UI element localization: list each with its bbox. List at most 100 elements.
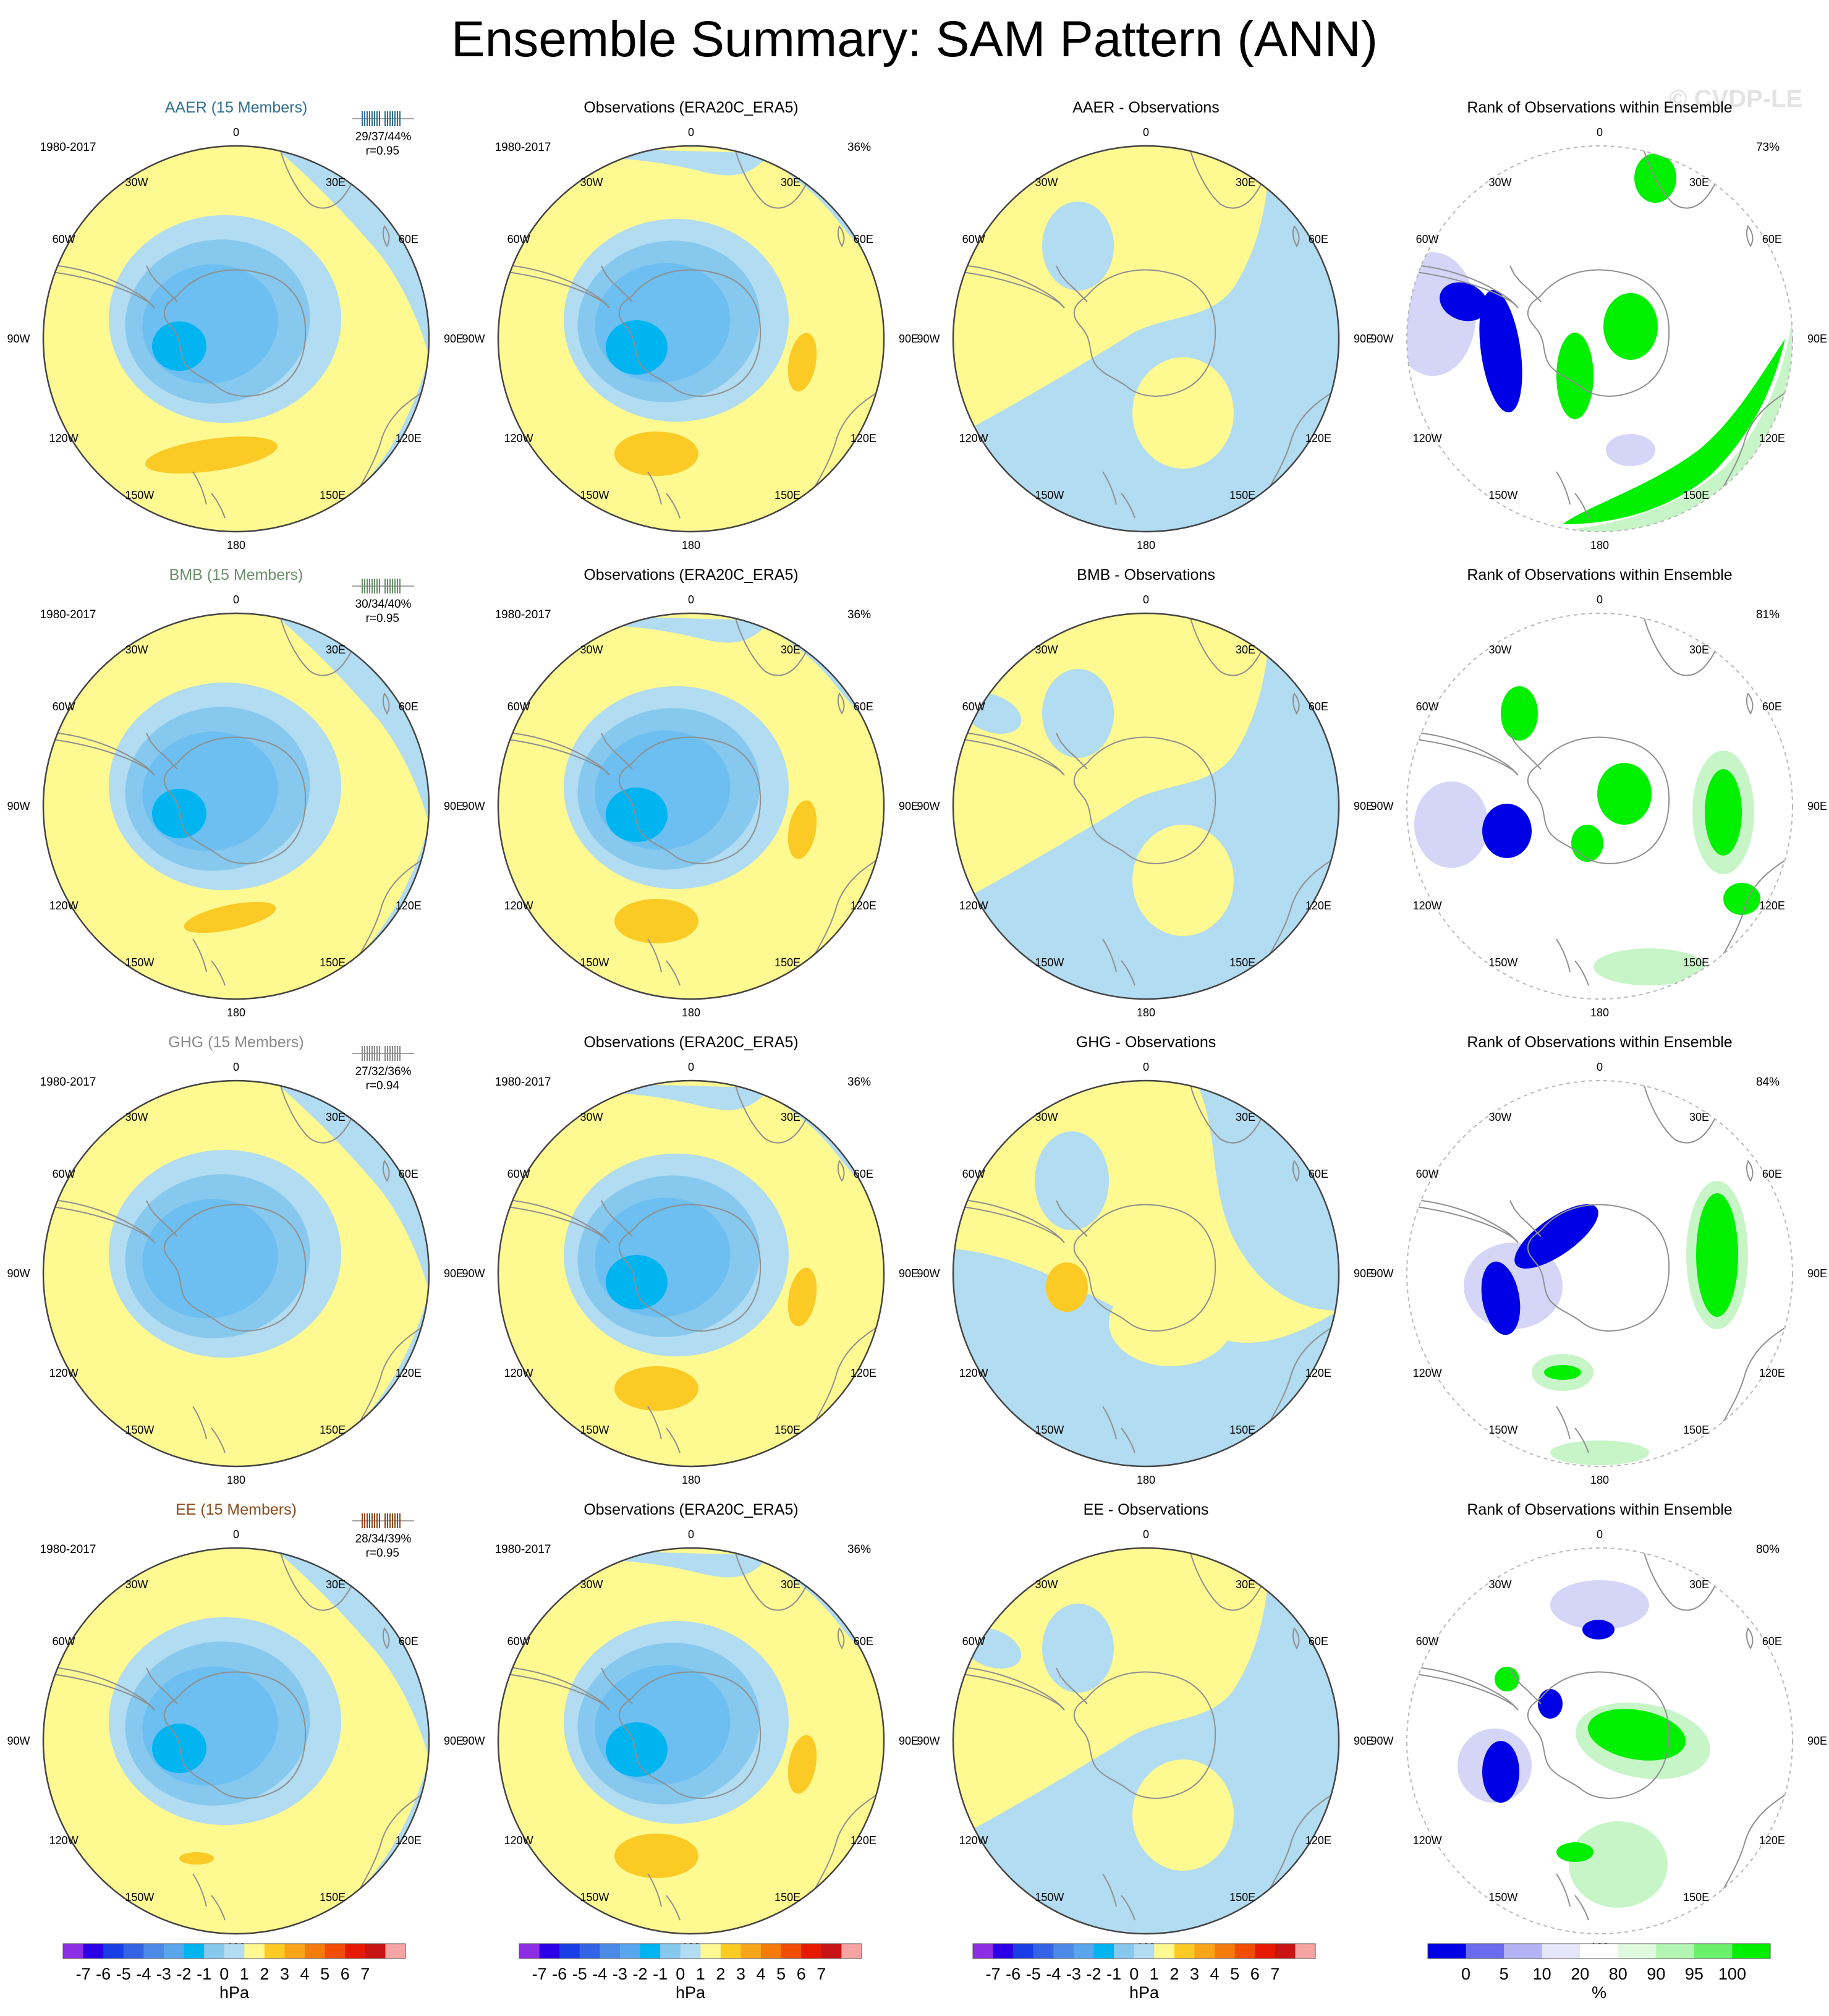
rank-low-region	[1606, 434, 1655, 466]
variance-explained-range: 29/37/44%	[355, 130, 412, 143]
colorbar-tick-label: 4	[300, 1965, 310, 1983]
antarctica-coastline	[1073, 1204, 1216, 1332]
rank-very-high-region	[1603, 293, 1658, 360]
colorbar-swatch	[1275, 1944, 1296, 1959]
rank-high-region	[1550, 314, 1793, 532]
colorbar-unit-label: hPa	[1129, 1983, 1160, 2002]
panel-title: EE (15 Members)	[176, 1501, 297, 1518]
colorbar-tick-label: -1	[1106, 1965, 1121, 1983]
longitude-label: 60E	[1762, 233, 1782, 245]
longitude-label: 150W	[125, 956, 154, 969]
longitude-label: 150W	[125, 1424, 154, 1436]
south-america-coastline	[498, 1666, 610, 1711]
negative-anomaly-core	[152, 321, 206, 371]
south-america-coastline	[953, 1666, 1065, 1711]
longitude-label: 0	[1597, 1061, 1603, 1073]
watermark: © CVDP-LE	[1669, 85, 1803, 113]
map-border	[952, 612, 1340, 1000]
rank-very-low-region	[1482, 1741, 1519, 1803]
colorbar-tick-label: -7	[986, 1965, 1001, 1983]
longitude-label: 150W	[1035, 1891, 1064, 1903]
south-america-coastline	[498, 264, 610, 308]
panel-title: Rank of Observations within Ensemble	[1467, 1501, 1732, 1518]
colorbar-swatch	[143, 1944, 164, 1959]
longitude-label: 120E	[851, 1834, 876, 1847]
colorbar-swatch	[1656, 1944, 1695, 1959]
longitude-label: 0	[688, 1061, 694, 1073]
longitude-label: 60E	[1309, 1168, 1328, 1180]
map-border	[952, 145, 1340, 533]
positive-anomaly-contour	[787, 1735, 817, 1794]
colorbar-tick-label: 7	[1270, 1965, 1279, 1983]
south-america-coastline	[43, 264, 155, 308]
map-border	[1406, 1080, 1793, 1467]
variance-explained-range: 27/32/36%	[355, 1065, 412, 1078]
colorbar-swatch	[1694, 1944, 1733, 1959]
longitude-label: 120W	[504, 1367, 533, 1379]
south-america-coastline	[1407, 731, 1519, 776]
longitude-label: 90W	[7, 1735, 30, 1747]
longitude-label: 60E	[1309, 233, 1328, 245]
longitude-label: 60E	[1762, 1168, 1782, 1180]
colorbar-tick-label: -5	[1026, 1965, 1041, 1983]
longitude-label: 30E	[326, 176, 346, 189]
period-label: 1980-2017	[495, 608, 551, 621]
antarctica-coastline	[618, 269, 762, 397]
antarctica-coastline	[1527, 1671, 1670, 1799]
colorbar-swatch	[1134, 1944, 1155, 1959]
negative-difference-region	[1035, 1131, 1109, 1230]
madagascar-coastline	[1292, 1160, 1300, 1182]
longitude-label: 30W	[125, 1578, 148, 1591]
negative-anomaly-core	[606, 1255, 668, 1309]
colorbar-tick-label: 4	[757, 1965, 766, 1983]
antarctic-peninsula-coastline	[1056, 1667, 1088, 1704]
colorbar-swatch	[1255, 1944, 1276, 1959]
longitude-label: 0	[1597, 126, 1603, 138]
model-panel-ee: 030E60E90E120E150E180150W120W90W60W30WEE…	[7, 1501, 464, 1954]
map-border	[497, 1079, 885, 1468]
longitude-label: 150W	[1488, 956, 1517, 969]
colorbar-tick-label: -2	[1087, 1965, 1101, 1983]
antarctic-peninsula-coastline	[1056, 265, 1088, 302]
longitude-label: 120W	[49, 900, 79, 912]
colorbar-swatch	[973, 1944, 994, 1959]
longitude-label: 60E	[854, 1168, 873, 1180]
variance-explained: 36%	[847, 1076, 871, 1089]
panel-title: Observations (ERA20C_ERA5)	[583, 1034, 798, 1051]
antarctic-peninsula-coastline	[146, 733, 178, 770]
rank-very-high-region	[1571, 825, 1603, 862]
longitude-label: 150E	[320, 489, 346, 501]
new-zealand-coastline	[1102, 1873, 1135, 1921]
antarctica-coastline	[618, 736, 762, 864]
longitude-label: 90E	[899, 800, 919, 812]
madagascar-coastline	[382, 1627, 390, 1649]
colorbar-swatch	[63, 1944, 84, 1959]
longitude-label: 30W	[125, 176, 148, 189]
longitude-label: 120W	[959, 900, 988, 912]
longitude-label: 180	[1137, 1474, 1155, 1486]
longitude-label: 30E	[1236, 1111, 1255, 1123]
rank-area-percent: 84%	[1756, 1076, 1780, 1089]
positive-difference-region	[1132, 357, 1234, 469]
pattern-correlation: r=0.95	[366, 612, 399, 625]
longitude-label: 120E	[851, 432, 876, 444]
madagascar-coastline	[837, 1160, 845, 1182]
positive-anomaly-contour	[614, 1366, 698, 1411]
longitude-label: 150E	[1683, 1424, 1709, 1436]
south-america-coastline	[953, 731, 1065, 776]
longitude-label: 120E	[1305, 1367, 1331, 1379]
obs-panel-ee: 030E60E90E120E150E180150W120W90W60W30WOb…	[462, 1501, 919, 1954]
new-zealand-coastline	[192, 1873, 226, 1921]
panel-title: BMB (15 Members)	[169, 566, 303, 584]
madagascar-coastline	[382, 225, 390, 247]
longitude-label: 150W	[125, 1891, 154, 1903]
longitude-label: 180	[227, 1474, 245, 1486]
antarctic-peninsula-coastline	[1509, 265, 1542, 302]
longitude-label: 90E	[444, 1267, 464, 1280]
longitude-label: 180	[1137, 1006, 1155, 1019]
diff-panel-aaer: 0 30E 60E 90E 120E 150E 180 150W 120W 90W 60W 30W AA…	[917, 99, 1373, 551]
longitude-label: 60W	[53, 1168, 75, 1180]
colorbar: -7 -6 -5 -4 -3 -2 -1 0 1 2 3 4 5 6 7 hPa	[62, 1943, 406, 2002]
longitude-label: 180	[1590, 1006, 1609, 1019]
map-border	[1406, 613, 1793, 1000]
